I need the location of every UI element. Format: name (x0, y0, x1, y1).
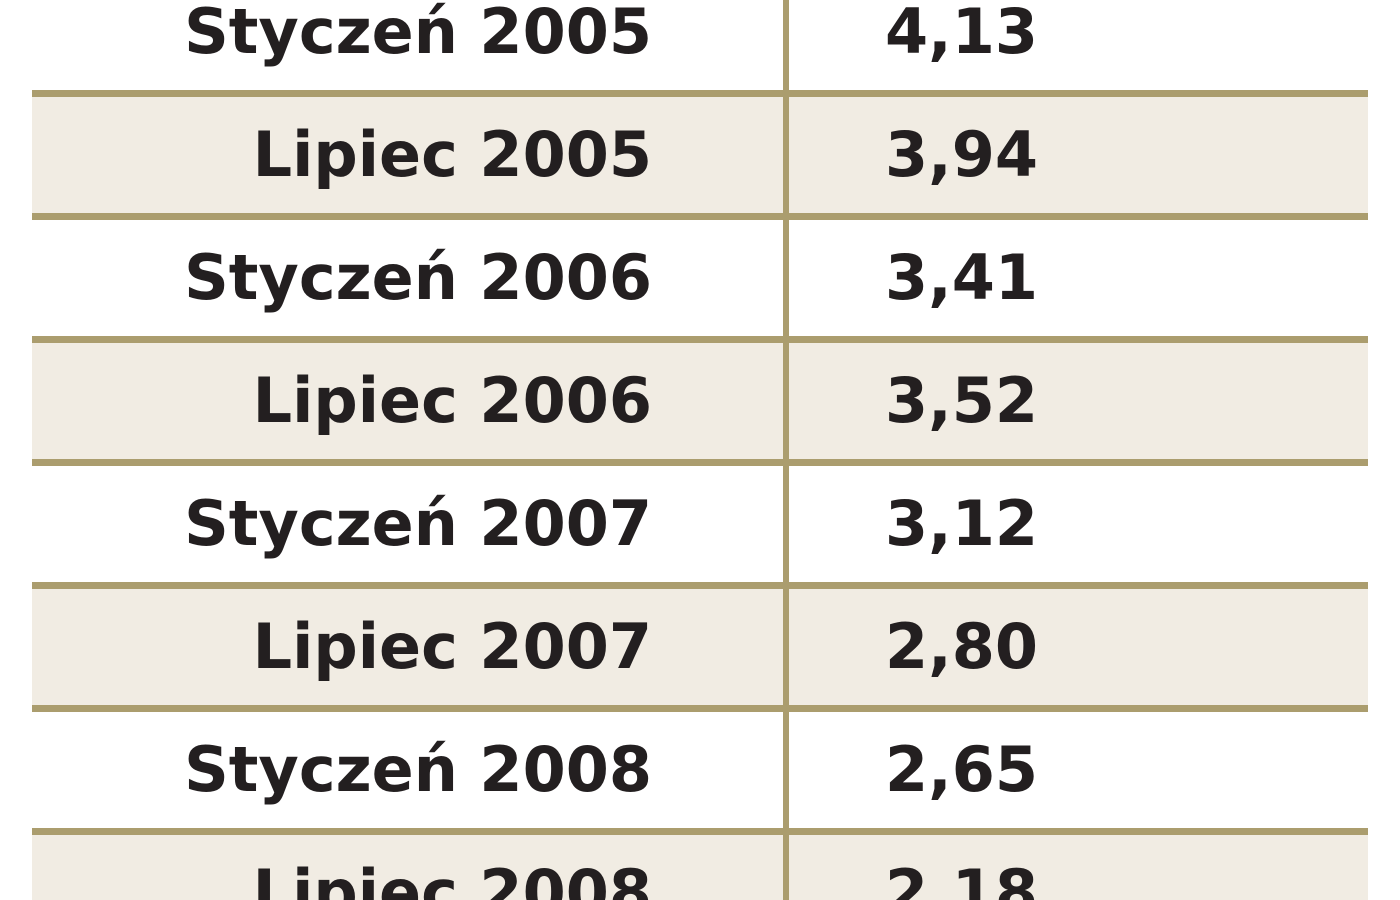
table-row: Lipiec 2005 3,94 (32, 90, 1368, 213)
value-cell: 3,41 (885, 241, 1038, 314)
month-cell: Lipiec 2008 (252, 856, 652, 900)
table-row: Lipiec 2006 3,52 (32, 336, 1368, 459)
month-cell: Styczeń 2005 (184, 0, 652, 68)
table-row: Styczeń 2007 3,12 (32, 459, 1368, 582)
table-row: Styczeń 2005 4,13 (32, 0, 1368, 90)
table-row: Styczeń 2006 3,41 (32, 213, 1368, 336)
month-cell: Lipiec 2005 (252, 118, 652, 191)
table-row: Lipiec 2008 2,18 (32, 828, 1368, 900)
month-cell: Lipiec 2007 (252, 610, 652, 683)
column-divider-rule (783, 0, 789, 900)
data-table: Styczeń 2005 4,13 Lipiec 2005 3,94 Stycz… (32, 0, 1368, 900)
value-cell: 2,80 (885, 610, 1038, 683)
value-cell: 2,18 (885, 856, 1038, 900)
value-cell: 3,12 (885, 487, 1038, 560)
table-row: Styczeń 2008 2,65 (32, 705, 1368, 828)
table-row: Lipiec 2007 2,80 (32, 582, 1368, 705)
value-cell: 4,13 (885, 0, 1038, 68)
month-cell: Styczeń 2007 (184, 487, 652, 560)
value-cell: 2,65 (885, 733, 1038, 806)
month-cell: Styczeń 2006 (184, 241, 652, 314)
value-cell: 3,52 (885, 364, 1038, 437)
month-cell: Styczeń 2008 (184, 733, 652, 806)
value-cell: 3,94 (885, 118, 1038, 191)
month-cell: Lipiec 2006 (252, 364, 652, 437)
